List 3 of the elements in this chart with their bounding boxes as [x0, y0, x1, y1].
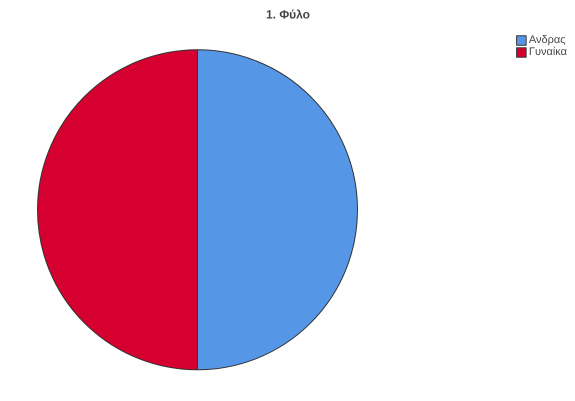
chart-title: 1. Φύλο: [266, 8, 310, 22]
legend-label: Γυναίκα: [528, 46, 567, 58]
legend-label: Ανδρας: [528, 34, 566, 46]
